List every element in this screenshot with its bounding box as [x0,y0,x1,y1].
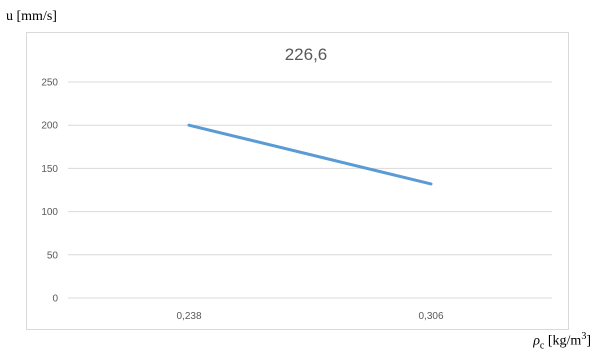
y-tick-label: 150 [41,164,58,175]
series-line-0 [187,123,433,186]
gridlines [68,81,552,299]
y-axis-label: u [mm/s] [6,9,57,24]
x-axis-unit-sup: 3 [581,331,587,342]
series-layer [187,123,433,186]
y-tick-label: 200 [41,121,58,132]
x-axis-symbol: ρ [533,333,540,349]
x-tick-label: 0,238 [176,311,201,322]
y-tick-label: 250 [41,78,58,89]
y-tick-label: 50 [47,250,59,261]
x-axis-label: ρc [kg/m3] [533,331,591,351]
x-axis-unit-prefix: [kg/m [547,333,582,349]
x-tick-label: 0,306 [418,311,443,322]
y-tick-labels: 0 50 100 150 200 250 [41,78,58,305]
x-axis-subscript: c [539,340,545,352]
y-tick-label: 0 [52,294,58,305]
x-tick-labels: 0,238 0,306 [176,311,443,322]
y-tick-label: 100 [41,207,58,218]
chart-title: 226,6 [285,45,328,64]
x-axis-unit-suffix: ] [586,333,591,349]
